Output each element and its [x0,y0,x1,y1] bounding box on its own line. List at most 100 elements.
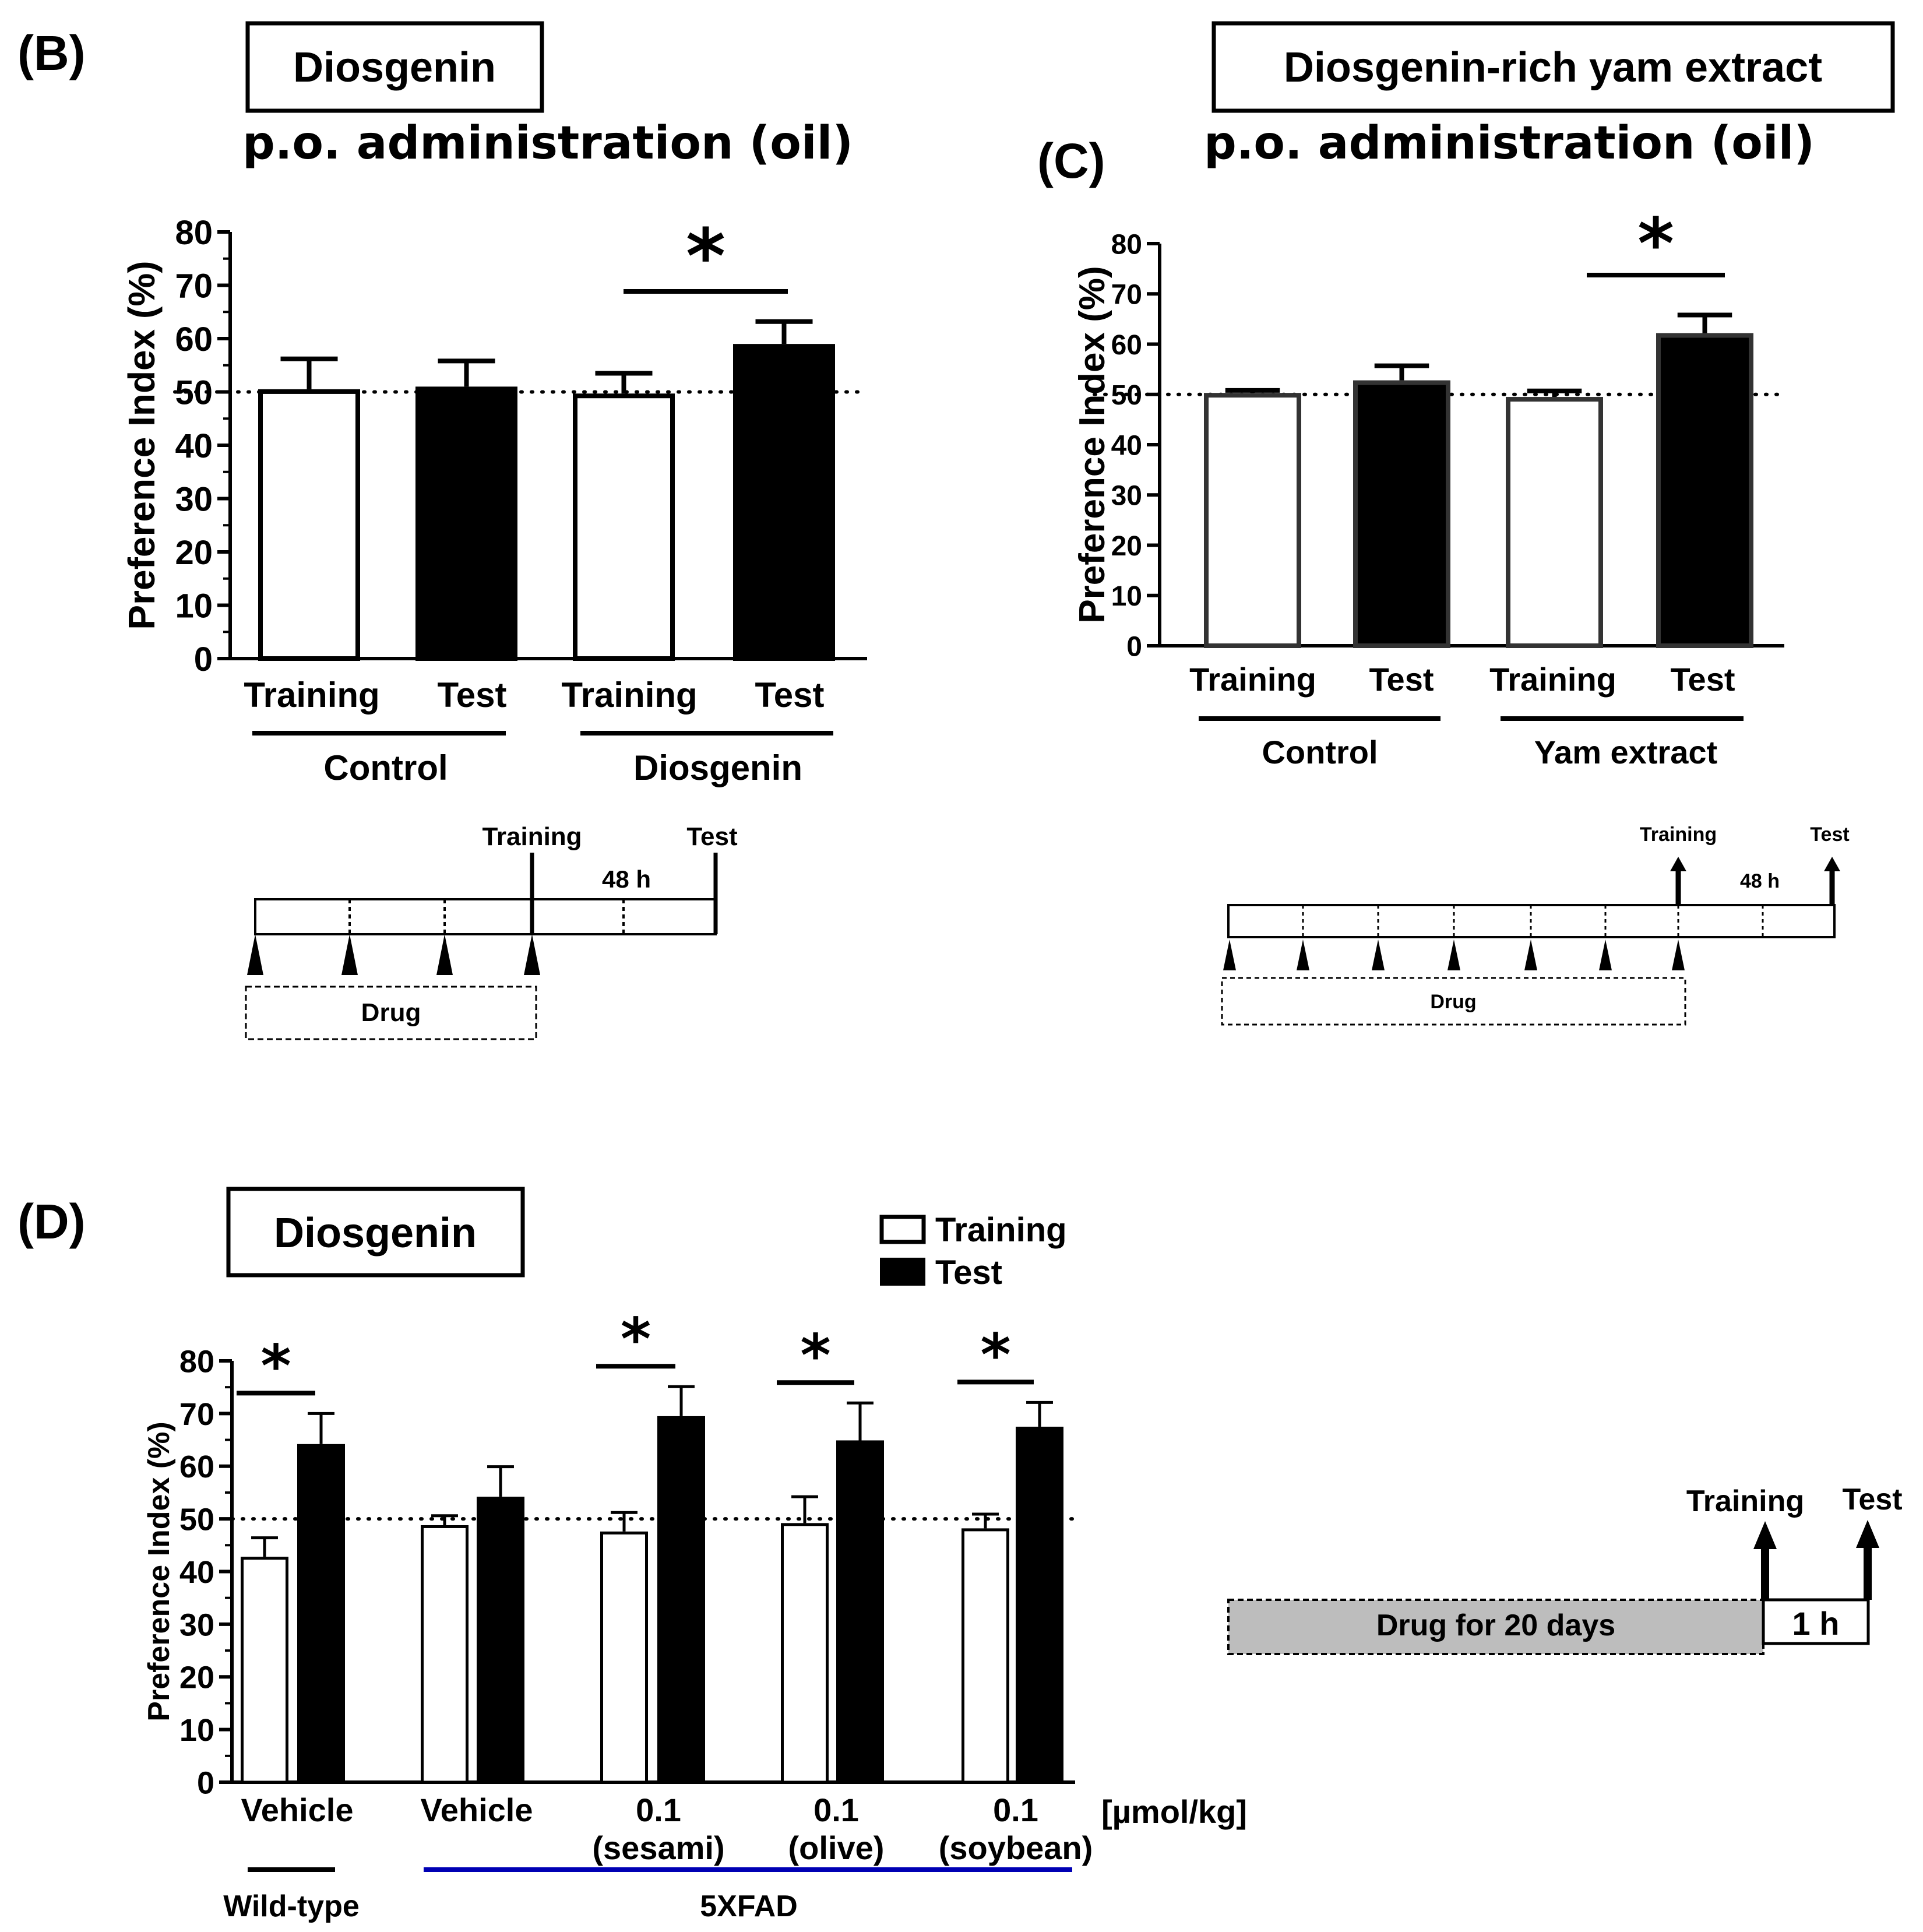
panel-b-xlabel-1: Test [438,675,507,715]
chart-C-bar-test [1656,333,1753,648]
chart-C-y-tick-label: 30 [1111,481,1142,512]
panel-c-schedule-training: Training [1640,824,1717,846]
chart-D-y-tick-label: 0 [197,1765,214,1800]
chart-D-bar-test [836,1440,884,1784]
panel-d-schedule: Training Test Drug for 20 days 1 h [1227,1483,1903,1655]
chart-D-bar-training [962,1528,1009,1784]
panel-c-xlabel-3: Test [1671,661,1735,698]
panel-c-subtitle: p.o. administration (oil) [1204,117,1815,170]
panel-b-timeline [254,898,717,935]
panel-d-test-arrowhead [1856,1520,1879,1548]
panel-c-dose-arrow [1447,939,1460,970]
panel-c-group-yam: Yam extract [1534,734,1717,770]
chart-D-bar-test [297,1444,345,1784]
chart-C-y-tick-label: 40 [1111,430,1142,461]
panel-c-dose-arrow [1599,939,1612,970]
panel-b-xlabel-0: Training [244,675,379,715]
panel-b-xlabel-3: Test [755,675,825,715]
chart-B-y-axis-label: Preference Index (%) [121,261,163,629]
panel-b-dose-arrow [436,934,453,975]
panel-c-test-arrowhead [1824,857,1840,871]
chart-D-y-tick-label: 50 [179,1502,214,1537]
legend-training-label: Training [935,1211,1067,1249]
chart-D-y-tick-label: 40 [179,1555,214,1590]
chart-D-bar-training [421,1525,469,1784]
chart-D-y-tick-label: 80 [179,1344,214,1379]
panel-c-letter: (C) [1037,133,1105,188]
chart-C-y-tick-label: 70 [1111,280,1142,311]
panel-b-drug-label: Drug [361,998,421,1027]
chart-B-y-tick-label: 20 [175,534,213,572]
panel-c-group-control: Control [1262,734,1378,770]
panel-b-subtitle: p.o. administration (oil) [242,117,853,170]
panel-d-drug-label: Drug for 20 days [1376,1609,1615,1642]
chart-B-bar-training [573,393,675,661]
panel-b-xlabel-2: Training [561,675,697,715]
chart-D-bar-training [600,1531,648,1784]
chart-D-significance-star: * [800,1321,830,1389]
chart-D-significance-star: * [980,1321,1010,1389]
legend-training-swatch [879,1215,926,1244]
panel-b-letter: (B) [17,26,86,80]
chart-B-y-tick-label: 80 [175,214,213,252]
chart-D-bar-test [657,1416,705,1784]
chart-D-y-tick-label: 60 [179,1449,214,1484]
chart-C-bar-training [1204,393,1301,648]
panel-c-dose-arrow [1672,939,1685,970]
panel-d-chart: 0 10 20 30 40 50 60 70 80 Preference Index (%) * * *… [142,1305,1077,1800]
chart-B-y-tick-label: 30 [175,480,213,518]
panel-b-drug-box [245,986,537,1040]
panel-c-drug-box [1221,977,1686,1026]
panel-d-xlabel-0: Vehicle [241,1792,353,1828]
panel-d-title-box [226,1187,525,1278]
chart-D-bar-test [1016,1426,1063,1784]
panel-c-title: Diosgenin-rich yam extract [1284,44,1822,91]
chart-B-bar-test [733,344,835,661]
chart-C-significance-star: * [1637,204,1674,285]
panel-d-xlabel-3: 0.1 [813,1792,859,1828]
chart-D-bar-training [781,1523,829,1784]
chart-D-significance-star: * [260,1332,291,1400]
panel-b-dose-arrow [247,934,263,975]
panel-b: (B) Diosgenin p.o. administration (oil) … [17,21,869,1040]
panel-b-title: Diosgenin [293,44,496,91]
panel-d-schedule-test: Test [1842,1483,1902,1516]
chart-B-y-tick-label: 40 [175,427,213,465]
chart-C-y-axis-label: Preference Index (%) [1072,266,1112,623]
chart-D-y-tick-label: 30 [179,1607,214,1642]
panel-c-dose-arrow [1372,939,1385,970]
panel-c-xlabel-0: Training [1189,661,1316,698]
chart-C-y-tick-label: 20 [1111,531,1142,562]
chart-C-bar-training [1506,397,1603,648]
panel-d-letter: (D) [17,1194,86,1249]
chart-B-y-tick-label: 10 [175,587,213,625]
chart-C-y-tick-label: 80 [1111,229,1142,260]
panel-d-xlabel-3b: (olive) [788,1829,885,1866]
chart-C-y-tick-label: 0 [1126,631,1142,662]
panel-c-training-arrowhead [1670,857,1686,871]
panel-c-title-box [1211,21,1895,113]
chart-C-y-tick-label: 10 [1111,581,1142,612]
panel-c-xlabel-2: Training [1489,661,1616,698]
panel-d-interval-box [1762,1598,1870,1645]
chart-D-y-tick-label: 70 [179,1397,214,1432]
panel-d-title: Diosgenin [274,1210,477,1257]
panel-c-dose-arrow [1223,939,1236,970]
panel-d-group-5xfad: 5XFAD [700,1889,798,1923]
panel-c: Diosgenin-rich yam extract (C) p.o. admi… [1037,21,1895,1026]
chart-B-y-tick-label: 0 [194,641,213,678]
chart-D-significance-star: * [621,1305,651,1373]
panel-c-xlabel-1: Test [1369,661,1434,698]
chart-D-bar-training [241,1557,288,1784]
chart-B-significance-star: * [686,212,725,301]
panel-b-dose-arrow [524,934,540,975]
panel-b-title-box [245,21,544,113]
panel-b-group-diosgenin: Diosgenin [633,748,802,787]
panel-c-dose-arrow [1297,939,1309,970]
legend-test-label: Test [935,1254,1002,1291]
panel-d-schedule-training: Training [1686,1484,1804,1518]
chart-B-bar-training [258,389,360,661]
chart-D-y-tick-label: 10 [179,1713,214,1748]
